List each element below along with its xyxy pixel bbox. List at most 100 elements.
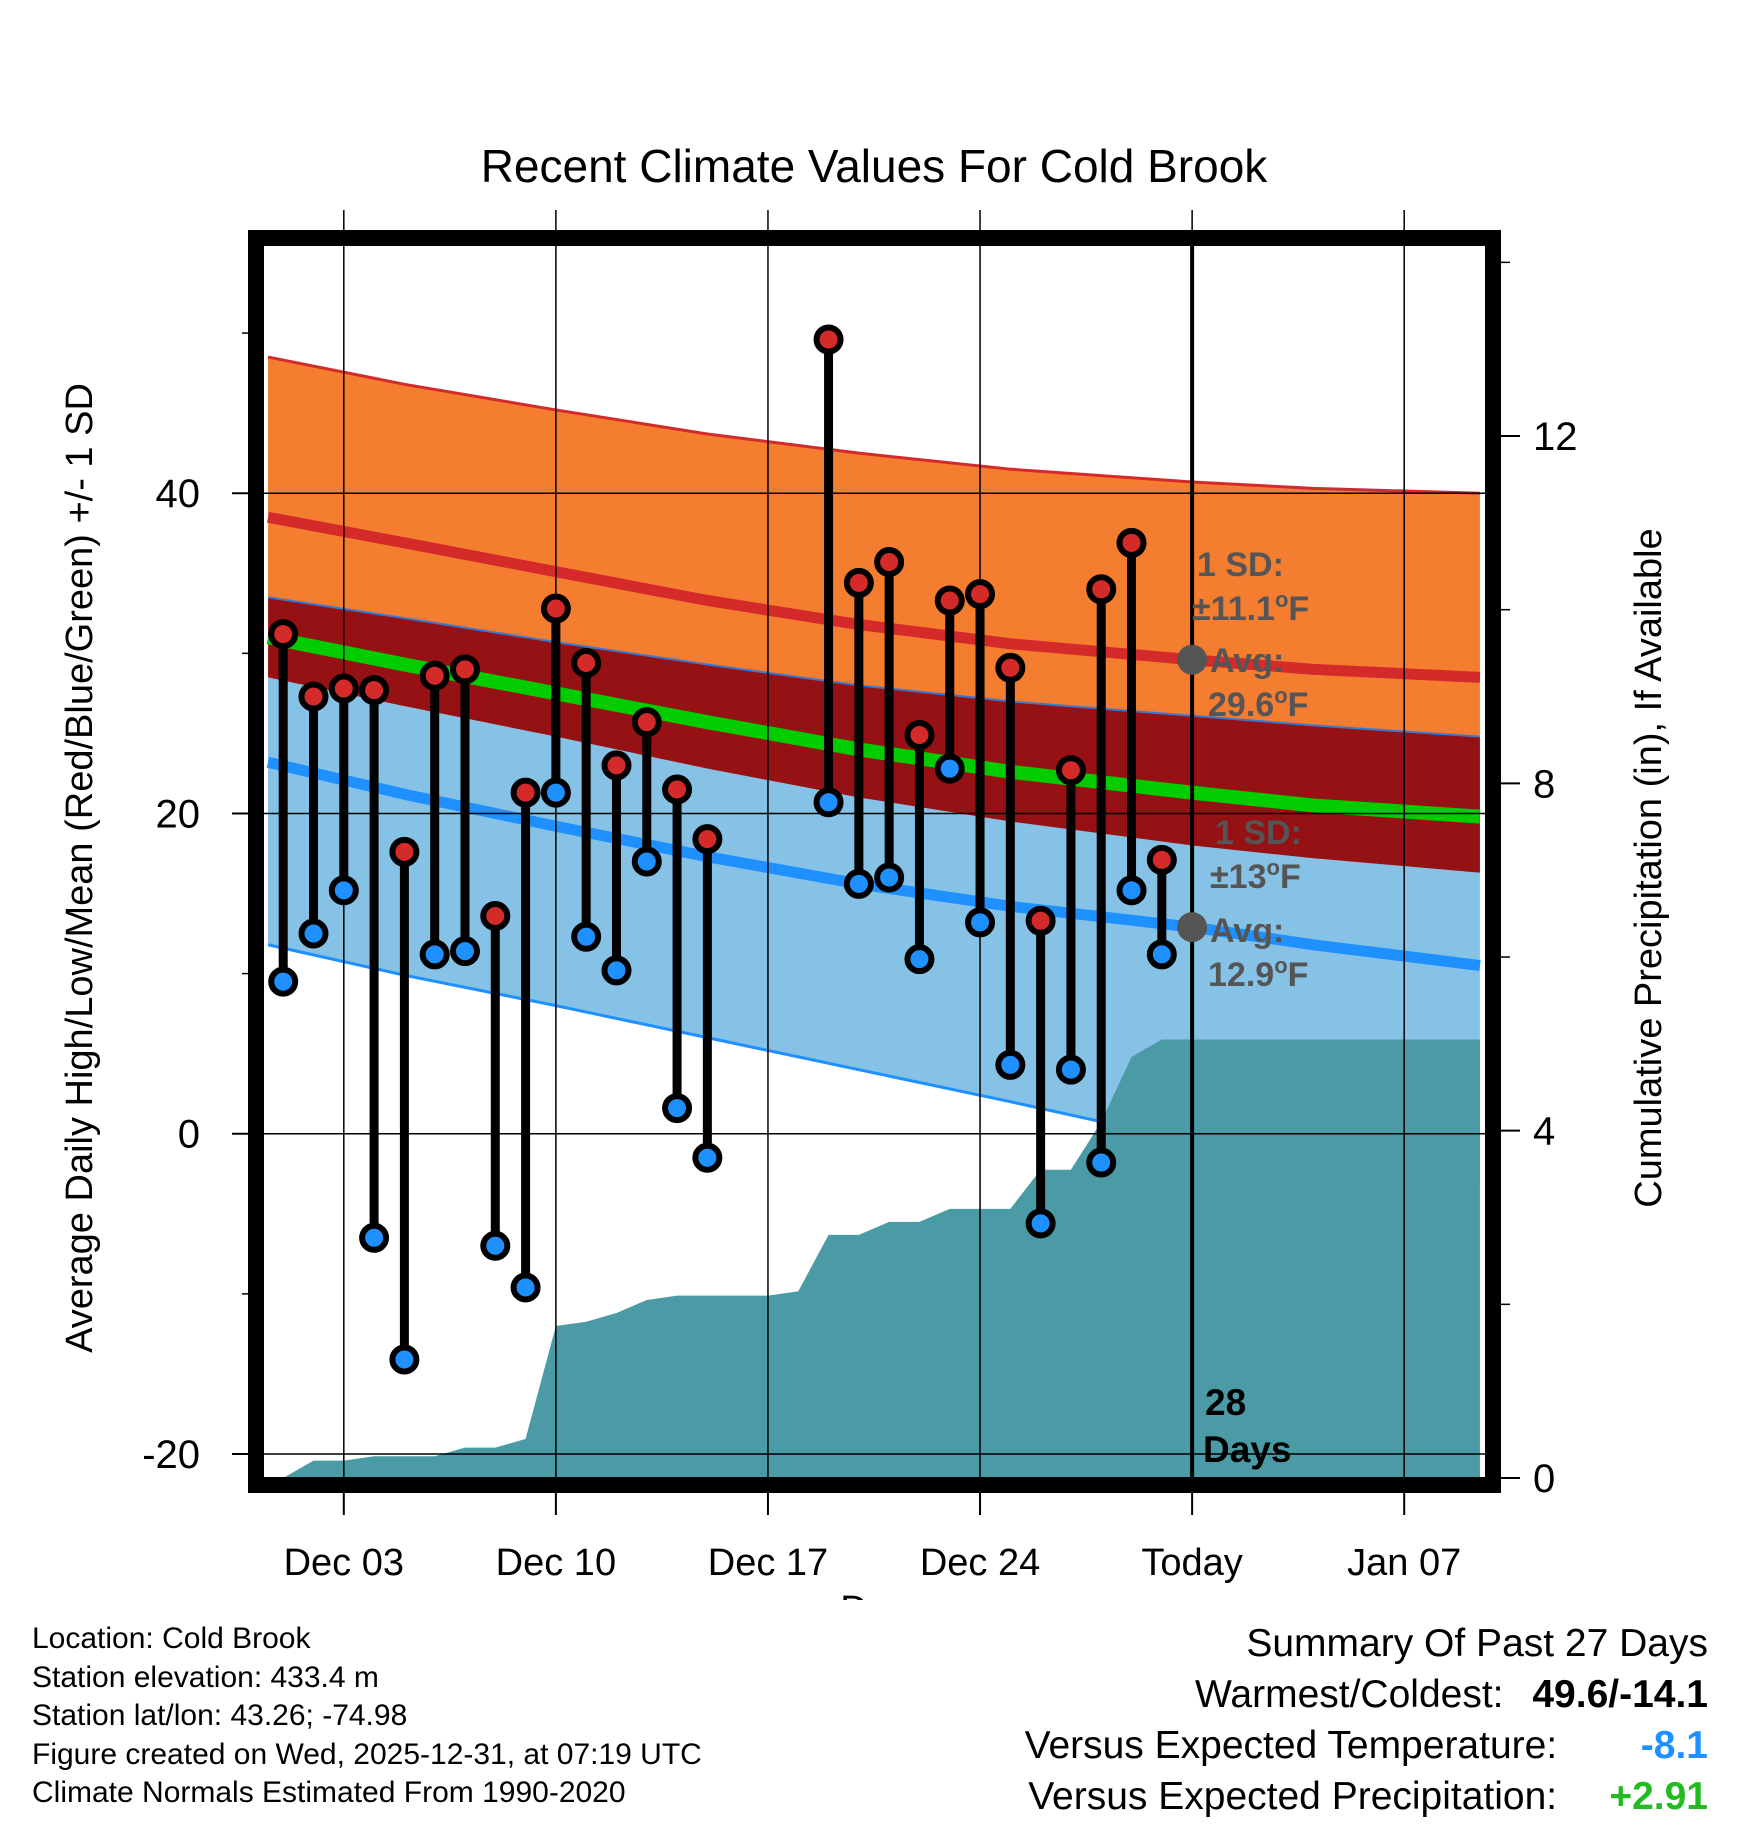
high-point: [449, 654, 480, 685]
high-point: [904, 719, 935, 750]
y-tick-label-left: -20: [142, 1433, 200, 1477]
temp-anomaly-label: Versus Expected Temperature:: [1024, 1724, 1558, 1767]
high-point: [965, 579, 996, 610]
low-point: [1086, 1147, 1117, 1178]
overlap-band: [268, 597, 1480, 873]
y-axis-label-left: Average Daily High/Low/Mean (Red/Blue/Gr…: [59, 383, 101, 1353]
low-point: [540, 777, 571, 808]
high-point: [692, 824, 723, 855]
summary-temperature: Versus Expected Temperature: -8.1: [1025, 1720, 1708, 1771]
low-point: [1146, 939, 1177, 970]
x-tick-label: Dec 17: [708, 1542, 828, 1584]
summary-panel: Summary Of Past 27 Days Warmest/Coldest:…: [1025, 1618, 1708, 1822]
x-tick-label: Jan 07: [1347, 1542, 1461, 1584]
info-latlon: Station lat/lon: 43.26; -74.98: [32, 1699, 408, 1732]
info-location: Location: Cold Brook: [32, 1622, 311, 1655]
today-count-unit: Days: [1203, 1429, 1291, 1470]
y-tick-label-right: 4: [1533, 1110, 1555, 1154]
summary-warm-cold: Warmest/Coldest: 49.6/-14.1: [1025, 1669, 1708, 1720]
temp-anomaly-value: -8.1: [1640, 1724, 1708, 1767]
low-sd-value: ±13oF: [1210, 855, 1301, 896]
low-point: [1025, 1208, 1056, 1239]
high-point: [874, 547, 905, 578]
y-tick-label-left: 20: [156, 792, 201, 836]
low-sd-label: 1 SD:: [1215, 814, 1302, 852]
x-tick-label: Dec 10: [496, 1542, 616, 1584]
high-sd-label: 1 SD:: [1197, 546, 1284, 584]
high-sd-value: ±11.1oF: [1192, 587, 1309, 628]
high-point: [1025, 905, 1056, 936]
low-point: [904, 944, 935, 975]
low-point: [813, 787, 844, 818]
high-avg-label: Avg:: [1210, 642, 1284, 680]
axes: -20 0 20 40 0 4 8 12 Dec 03 Dec 10 Dec 17 Dec 24 Tod…: [142, 261, 1578, 1584]
today-count-number: 28: [1205, 1382, 1246, 1423]
low-point: [874, 862, 905, 893]
low-point: [995, 1049, 1026, 1080]
low-point: [389, 1344, 420, 1375]
climate-chart: Recent Climate Values For Cold Brook 1 S…: [59, 140, 1670, 1600]
y-tick-label-left: 0: [178, 1113, 200, 1157]
low-point: [692, 1142, 723, 1173]
high-point: [419, 660, 450, 691]
info-created: Figure created on Wed, 2025-12-31, at 07…: [32, 1737, 702, 1771]
high-upper-line: [267, 355, 1480, 495]
high-point: [934, 585, 965, 616]
low-avg-marker: [1177, 912, 1208, 943]
y-tick-label-right: 0: [1533, 1457, 1555, 1501]
high-point: [268, 619, 299, 650]
high-point: [571, 647, 602, 678]
high-point: [1146, 844, 1177, 875]
x-tick-label: Dec 24: [920, 1542, 1040, 1584]
high-point: [510, 777, 541, 808]
x-tick-label: Today: [1141, 1542, 1242, 1584]
y-tick-label-right: 8: [1533, 762, 1555, 806]
high-point: [662, 774, 693, 805]
low-point: [601, 955, 632, 986]
precip-anomaly-value: +2.91: [1609, 1775, 1708, 1818]
high-point: [631, 707, 662, 738]
high-point: [813, 324, 844, 355]
low-avg-label: Avg:: [1210, 912, 1284, 950]
high-point: [995, 652, 1026, 683]
low-point: [662, 1093, 693, 1124]
high-point: [359, 675, 390, 706]
low-point: [359, 1222, 390, 1253]
low-avg-value: 12.9oF: [1208, 953, 1308, 994]
high-point: [1116, 527, 1147, 558]
summary-precipitation: Versus Expected Precipitation: +2.91: [1025, 1771, 1708, 1822]
high-point: [601, 750, 632, 781]
low-point: [268, 966, 299, 997]
high-point: [328, 673, 359, 704]
y-tick-label-left: 40: [156, 472, 201, 516]
high-point: [480, 900, 511, 931]
high-avg-marker: [1177, 644, 1208, 675]
info-normals: Climate Normals Estimated From 1990-2020: [32, 1776, 626, 1809]
high-point: [1055, 755, 1086, 786]
low-point: [510, 1272, 541, 1303]
low-point: [571, 921, 602, 952]
low-point: [631, 846, 662, 877]
low-point: [1116, 875, 1147, 906]
low-point: [965, 907, 996, 938]
plot-frame: [248, 230, 1501, 1493]
high-point: [540, 593, 571, 624]
low-point: [419, 939, 450, 970]
precipitation-area: [283, 1039, 1480, 1478]
info-elevation: Station elevation: 433.4 m: [32, 1660, 379, 1694]
low-point: [1055, 1054, 1086, 1085]
x-axis-label: Day: [840, 1589, 908, 1600]
station-info: Location: Cold Brook Station elevation: …: [32, 1620, 702, 1813]
warm-cold-value: 49.6/-14.1: [1532, 1673, 1708, 1716]
x-tick-label: Dec 03: [284, 1542, 404, 1584]
summary-title: Summary Of Past 27 Days: [1246, 1622, 1708, 1665]
high-point: [843, 567, 874, 598]
high-point: [389, 836, 420, 867]
low-point: [480, 1230, 511, 1261]
y-axis-label-right: Cumulative Precipitation (in), If Availa…: [1628, 528, 1670, 1207]
low-point: [934, 753, 965, 784]
high-sd-band: [268, 357, 1480, 737]
warm-cold-label: Warmest/Coldest:: [1195, 1673, 1504, 1716]
low-point: [449, 936, 480, 967]
